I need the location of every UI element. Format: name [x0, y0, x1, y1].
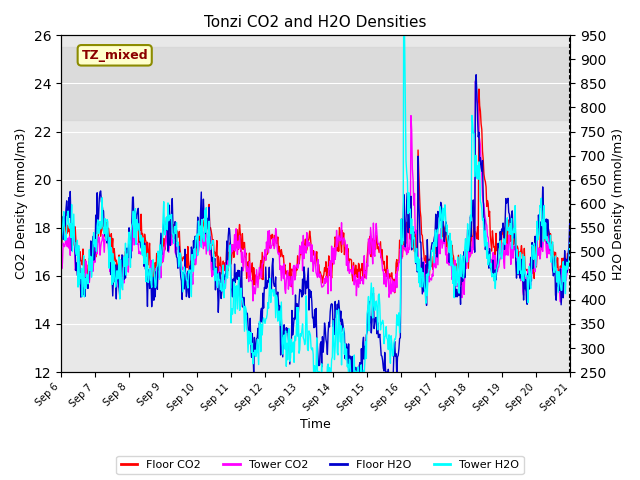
Bar [61, 48, 570, 120]
Text: TZ_mixed: TZ_mixed [81, 49, 148, 62]
Y-axis label: CO2 Density (mmol/m3): CO2 Density (mmol/m3) [15, 128, 28, 279]
Y-axis label: H2O Density (mmol/m3): H2O Density (mmol/m3) [612, 128, 625, 280]
Legend: Floor CO2, Tower CO2, Floor H2O, Tower H2O: Floor CO2, Tower CO2, Floor H2O, Tower H… [116, 456, 524, 474]
X-axis label: Time: Time [300, 419, 331, 432]
Title: Tonzi CO2 and H2O Densities: Tonzi CO2 and H2O Densities [204, 15, 427, 30]
